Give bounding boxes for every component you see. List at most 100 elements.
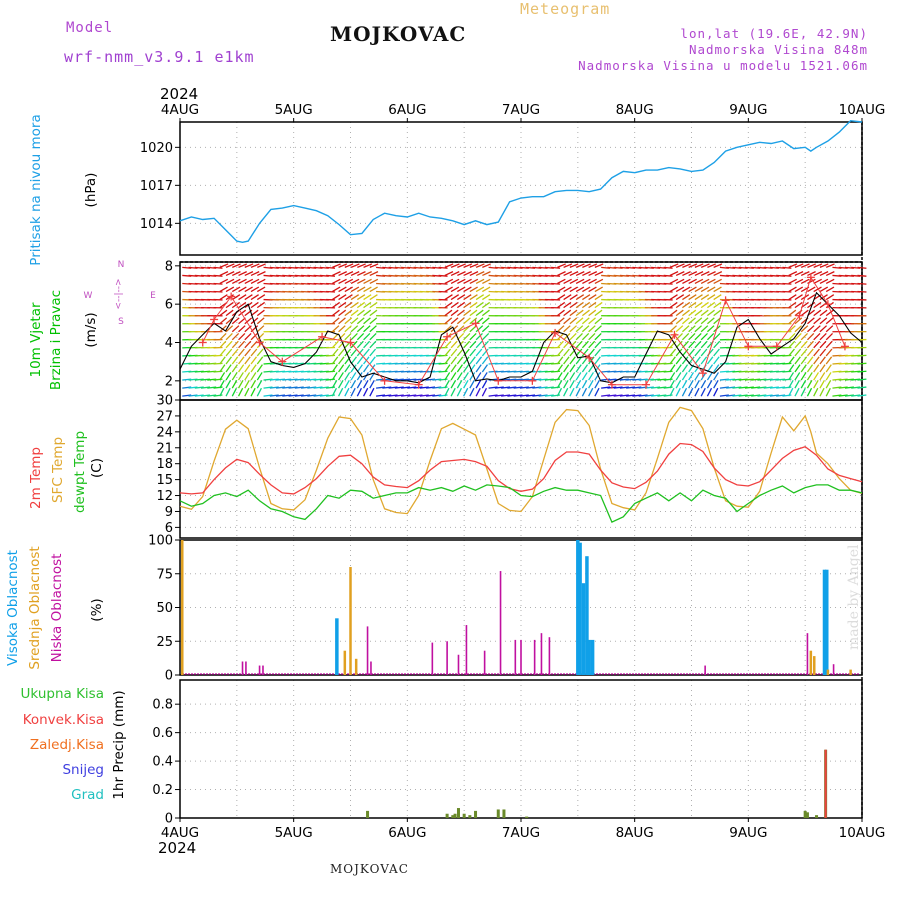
wind-arrow [682, 301, 691, 309]
x-tick-label-bottom: 8AUG [616, 825, 654, 841]
wind-arrow [219, 364, 226, 373]
wind-arrow [594, 286, 603, 293]
wind-arrow [819, 301, 828, 309]
wind-arrow [688, 286, 697, 293]
low-cloud-bar [431, 642, 434, 675]
low-cloud-bar [704, 665, 706, 675]
wind-arrow [569, 356, 576, 365]
wind-arrow [444, 309, 453, 317]
wind-arrow [825, 294, 835, 301]
wind-arrow [350, 294, 360, 301]
wind-arrow [456, 317, 465, 325]
wind-arrow [450, 364, 457, 373]
wind-arrow [450, 325, 459, 333]
wind-arrow [800, 348, 808, 357]
wind-arrow [681, 325, 690, 333]
high-cloud-bar [585, 556, 589, 675]
mid-cloud-bar [849, 669, 852, 675]
mid-cloud-bar [343, 650, 347, 675]
wind-arrow [551, 266, 561, 269]
temperature-tick-label: 12 [156, 489, 173, 504]
wind-arrow [444, 364, 451, 373]
wind-arrow [469, 294, 478, 301]
wind-arrow [457, 263, 466, 268]
wind-arrow [469, 332, 477, 341]
wind-arrow [513, 386, 523, 389]
wind-arrow [551, 370, 561, 373]
wind-arrow [807, 301, 816, 309]
wind-arrow [238, 263, 248, 268]
wind-arrow [713, 332, 721, 341]
wind-arrow [688, 340, 696, 349]
wind-tick-label: 2 [165, 374, 173, 389]
wind-arrow [438, 274, 448, 277]
wind-arrow [575, 301, 584, 309]
wind-arrow [225, 332, 233, 341]
total-precip-bar [462, 813, 466, 818]
wind-arrow [819, 364, 826, 373]
wind-arrow [732, 394, 742, 397]
wind-arrow [444, 294, 453, 301]
wind-arrow [463, 387, 469, 397]
wind-arrow [807, 263, 817, 268]
wind-arrow [700, 379, 707, 389]
wind-arrow [463, 309, 472, 317]
wind-arrow [588, 309, 597, 317]
wind-arrow [350, 340, 358, 349]
precip-tick-label: 0.6 [152, 726, 173, 741]
mid-cloud-bar [349, 567, 352, 675]
wind-arrow [369, 263, 379, 268]
wind-arrow [569, 325, 577, 333]
wind-arrow [250, 271, 260, 277]
wind-arrow [825, 356, 833, 365]
wind-arrow [794, 372, 801, 381]
wind-arrow [331, 301, 341, 309]
wind-arrow [481, 340, 489, 349]
wind-arrow [331, 286, 341, 293]
wind-arrow [225, 379, 232, 389]
wind-arrow [307, 394, 317, 397]
total-precip-bar [496, 809, 500, 818]
wind-arrow [337, 387, 344, 397]
precip-tick-label: 0.4 [152, 755, 173, 770]
wind-arrow [238, 356, 245, 365]
wind-arrow [444, 379, 450, 389]
wind-arrow [256, 332, 265, 341]
wind-arrow [569, 301, 578, 309]
wind-arrow [575, 263, 585, 268]
wind-arrow [457, 286, 466, 293]
wind-arrow [688, 387, 694, 397]
wind-arrow [581, 348, 589, 357]
wind-arrow [225, 271, 235, 277]
wind-arrow [782, 370, 792, 373]
wind-arrow [700, 387, 706, 397]
wind-arrow [219, 271, 229, 277]
wind-arrow [744, 394, 754, 397]
wind-arrow [282, 386, 292, 389]
wind-arrow [356, 332, 365, 341]
wind-arrow [463, 332, 471, 341]
wind-arrow [350, 364, 357, 373]
total-precip-bar [525, 816, 529, 818]
wind-arrow [763, 394, 773, 397]
wind-arrow [444, 271, 454, 277]
wind-arrow [237, 372, 244, 381]
wind-arrow [700, 332, 708, 341]
wind-arrow [219, 372, 226, 381]
wind-arrow [675, 348, 683, 357]
wind-arrow [444, 286, 453, 293]
wind-arrow [694, 356, 701, 365]
wind-arrow [682, 309, 690, 317]
wind-arrow [838, 394, 848, 397]
wind-arrow [626, 394, 636, 397]
total-precip-bar [815, 815, 819, 818]
wind-arrow [588, 340, 596, 349]
wind-arrow [244, 271, 254, 277]
wind-arrow [857, 266, 867, 269]
cloud-tick-label: 50 [156, 601, 173, 616]
wind-arrow [501, 386, 511, 389]
wind-arrow [463, 356, 470, 365]
wind-arrow [726, 386, 736, 389]
wind-arrow [456, 309, 465, 317]
wind-arrow [338, 294, 347, 301]
